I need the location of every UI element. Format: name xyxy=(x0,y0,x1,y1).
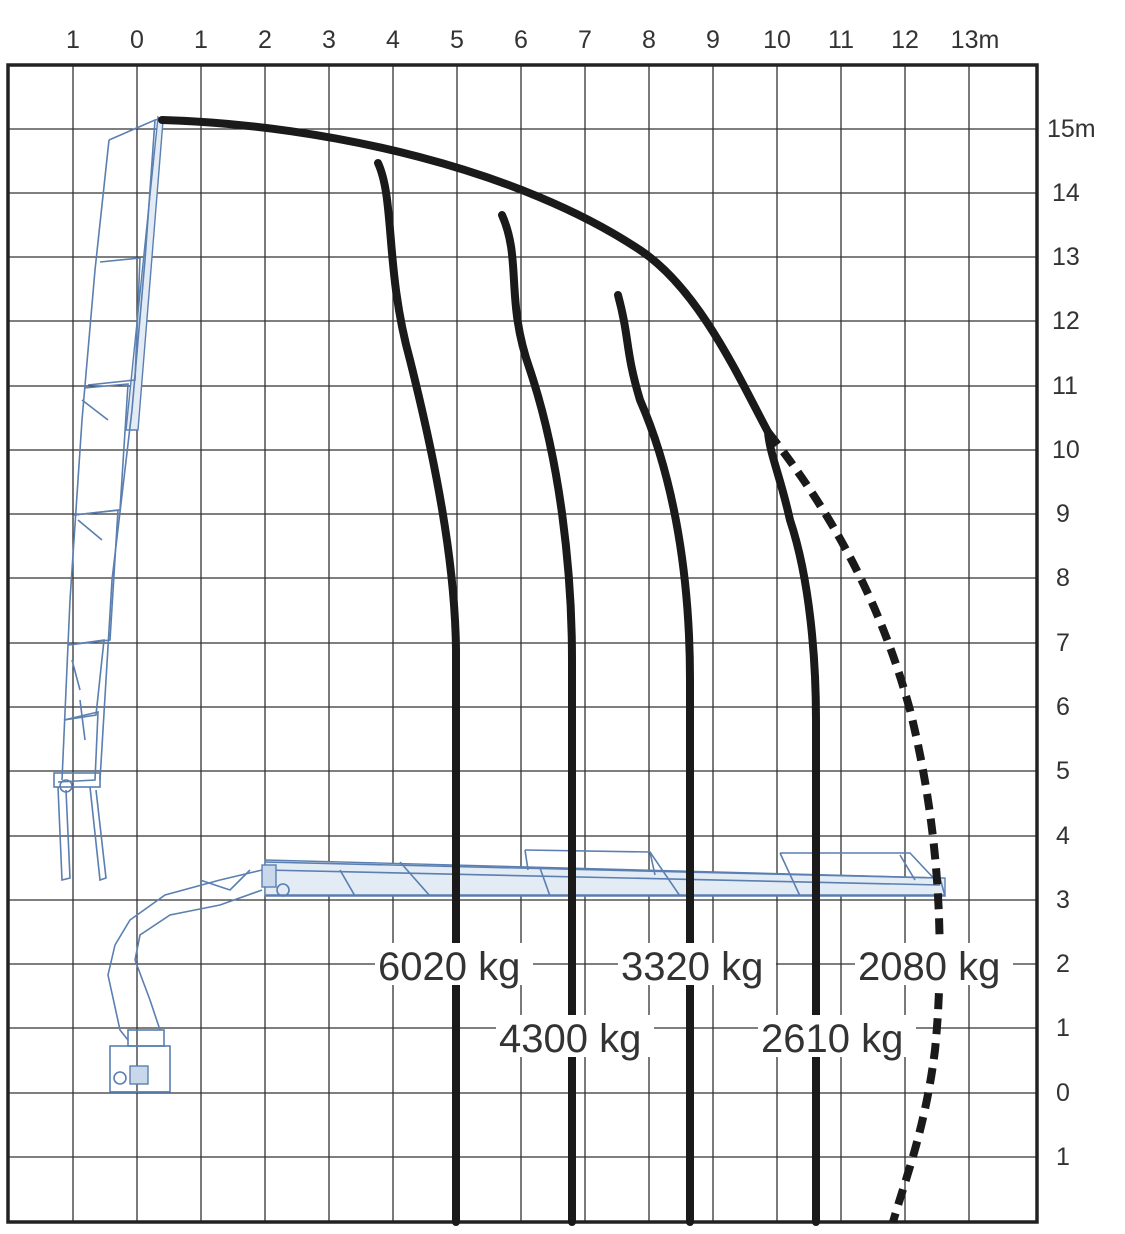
y-tick: 3 xyxy=(1056,886,1070,914)
label-bg-2610 xyxy=(758,1015,916,1057)
label-bg-2080 xyxy=(855,943,1013,985)
x-tick: 1 xyxy=(66,26,80,54)
crane-base-icon xyxy=(107,944,171,1093)
load-curves xyxy=(158,116,944,1226)
curve-2610kg xyxy=(764,428,820,1226)
y-tick: 15m xyxy=(1047,115,1096,143)
load-label-4300: 4300 kg xyxy=(499,1017,641,1061)
y-tick: 4 xyxy=(1056,822,1070,850)
curve-6020kg xyxy=(374,159,460,1226)
x-tick: 3 xyxy=(322,26,336,54)
y-tick: 14 xyxy=(1052,179,1080,207)
y-tick: 5 xyxy=(1056,757,1070,785)
y-tick: 13 xyxy=(1052,243,1080,271)
crane-boom-vertical-icon xyxy=(53,115,165,882)
curve-4300kg xyxy=(498,211,576,1226)
label-bg-6020 xyxy=(375,943,533,985)
x-axis-ticks: 1 0 1 2 3 4 5 6 7 8 9 10 11 12 13m xyxy=(66,26,999,54)
load-label-2080: 2080 kg xyxy=(858,945,1000,989)
x-tick: 1 xyxy=(194,26,208,54)
x-tick: 2 xyxy=(258,26,272,54)
y-tick: 12 xyxy=(1052,307,1080,335)
load-label-2610: 2610 kg xyxy=(761,1017,903,1061)
x-tick: 13m xyxy=(951,26,1000,54)
y-tick: 11 xyxy=(1052,372,1078,400)
x-tick: 4 xyxy=(386,26,400,54)
y-tick: 1 xyxy=(1056,1143,1070,1171)
y-tick: 2 xyxy=(1056,950,1070,978)
y-tick: 9 xyxy=(1056,500,1070,528)
label-bg-4300 xyxy=(496,1015,654,1057)
y-axis-ticks: 15m 14 13 12 11 10 9 8 7 6 5 4 3 2 1 0 1 xyxy=(1047,115,1096,1171)
x-tick: 10 xyxy=(763,26,791,54)
label-bg-3320 xyxy=(618,943,776,985)
chart-frame xyxy=(6,63,1039,1224)
curve-3320kg xyxy=(614,291,694,1226)
x-tick: 9 xyxy=(706,26,720,54)
outer-reach-curve xyxy=(158,116,772,436)
x-tick: 7 xyxy=(578,26,592,54)
x-tick: 6 xyxy=(514,26,528,54)
x-tick: 11 xyxy=(828,26,854,54)
x-tick: 0 xyxy=(130,26,144,54)
x-tick: 5 xyxy=(450,26,464,54)
load-label-3320: 3320 kg xyxy=(621,945,763,989)
y-tick: 6 xyxy=(1056,693,1070,721)
y-tick: 1 xyxy=(1056,1014,1070,1042)
curve-2080kg-dashed xyxy=(764,429,944,1224)
y-tick: 0 xyxy=(1056,1079,1070,1107)
x-tick: 12 xyxy=(891,26,919,54)
y-tick: 10 xyxy=(1052,436,1080,464)
y-tick: 7 xyxy=(1056,629,1070,657)
load-label-6020: 6020 kg xyxy=(378,945,520,989)
x-tick: 8 xyxy=(642,26,656,54)
crane-boom-horizontal-icon xyxy=(114,849,947,961)
y-tick: 8 xyxy=(1056,564,1070,592)
grid-horizontal-lines xyxy=(8,128,1037,1158)
